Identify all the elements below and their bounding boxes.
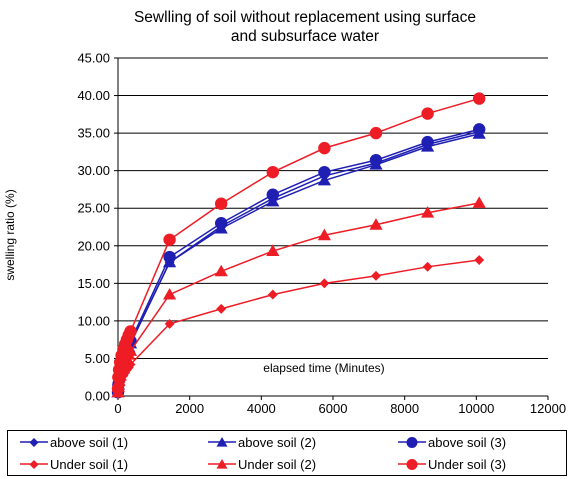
data-point (112, 382, 124, 394)
data-point (267, 166, 279, 178)
x-tick-label: 10000 (458, 401, 494, 416)
legend-marker (208, 435, 236, 449)
legend-marker (398, 457, 426, 471)
x-tick-label: 6000 (319, 401, 348, 416)
legend-symbol (407, 437, 418, 448)
legend-item: above soil (1) (20, 431, 128, 453)
data-point (215, 265, 228, 277)
data-point (423, 262, 433, 272)
data-point (267, 189, 279, 201)
data-point (124, 325, 136, 337)
data-point (215, 198, 227, 210)
y-tick-label: 25.00 (77, 201, 110, 216)
data-point (216, 304, 226, 314)
legend-marker (20, 457, 48, 471)
legend-symbol (30, 438, 39, 447)
y-tick-label: 35.00 (77, 126, 110, 141)
x-tick-label: 2000 (175, 401, 204, 416)
legend-label: above soil (3) (428, 435, 506, 450)
data-point (268, 290, 278, 300)
line-chart: 0.00 5.00 10.00 15.00 20.00 25.00 30.00 35.00 40… (0, 0, 574, 430)
data-point (319, 278, 329, 288)
x-tick-label: 0 (114, 401, 121, 416)
y-tick-label: 30.00 (77, 163, 110, 178)
data-point (370, 127, 382, 139)
data-point (370, 154, 382, 166)
legend-item: Under soil (3) (398, 453, 506, 475)
gridlines (118, 58, 548, 358)
legend-marker (208, 457, 236, 471)
data-point (421, 107, 433, 119)
y-tick-label: 45.00 (77, 51, 110, 66)
legend-row-2: Under soil (1) Under soil (2) Under soil (… (8, 453, 566, 475)
data-point (163, 251, 175, 263)
legend-marker (398, 435, 426, 449)
data-point (163, 288, 176, 300)
data-point (473, 123, 485, 135)
y-tick-label: 40.00 (77, 88, 110, 103)
x-axis-label: elapsed time (Minutes) (263, 361, 384, 375)
data-point (371, 271, 381, 281)
series-3 (112, 123, 486, 398)
legend-item: above soil (2) (208, 431, 316, 453)
data-point (473, 92, 485, 104)
axes (114, 58, 548, 400)
data-point (163, 234, 175, 246)
legend-label: Under soil (3) (428, 457, 506, 472)
legend: above soil (1) above soil (2) above soil (… (7, 430, 567, 476)
y-axis-label: swelling ratio (%) (3, 189, 17, 280)
legend-row-1: above soil (1) above soil (2) above soil (… (8, 431, 566, 453)
legend-symbol (30, 460, 39, 469)
data-point (215, 217, 227, 229)
legend-label: above soil (2) (238, 435, 316, 450)
data-point (474, 255, 484, 265)
legend-marker (20, 435, 48, 449)
legend-item: Under soil (2) (208, 453, 316, 475)
legend-item: Under soil (1) (20, 453, 128, 475)
legend-label: Under soil (1) (50, 457, 128, 472)
x-tick-label: 12000 (530, 401, 566, 416)
x-tick-label: 8000 (390, 401, 419, 416)
y-tick-label: 0.00 (85, 389, 110, 404)
legend-item: above soil (3) (398, 431, 506, 453)
data-point (318, 166, 330, 178)
data-point (318, 142, 330, 154)
data-point (473, 196, 486, 208)
y-tick-label: 15.00 (77, 276, 110, 291)
legend-label: Under soil (2) (238, 457, 316, 472)
y-tick-label: 20.00 (77, 238, 110, 253)
legend-label: above soil (1) (50, 435, 128, 450)
series-4 (113, 255, 484, 399)
y-tick-label: 5.00 (85, 351, 110, 366)
y-tick-label: 10.00 (77, 313, 110, 328)
data-point (421, 136, 433, 148)
legend-symbol (407, 459, 418, 470)
x-tick-label: 4000 (247, 401, 276, 416)
